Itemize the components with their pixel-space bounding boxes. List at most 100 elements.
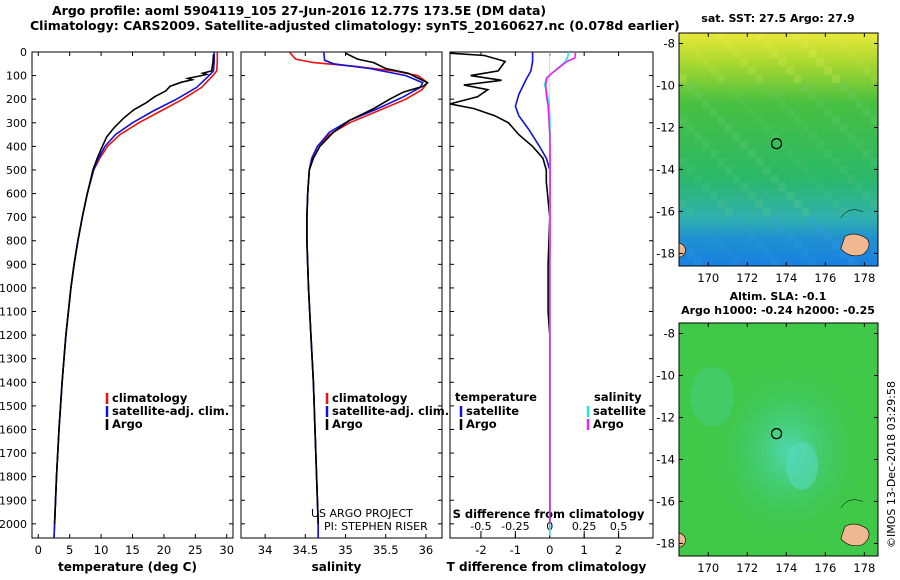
x-tick-label: -2 [475,543,486,557]
lat-tick-label: -10 [656,78,675,92]
x-tick-label: 34 [258,543,273,557]
sst-pixel [717,116,725,125]
sst-pixel [686,207,695,217]
sst-pixel [770,216,779,225]
plot-frame [31,51,234,539]
sst-pixel [747,66,756,75]
sst-pixel [701,141,710,150]
lat-tick-label: -8 [664,36,675,50]
sst-pixel [755,74,764,83]
sst-pixel [832,116,840,125]
sst-pixel [809,91,817,100]
sst-pixel [770,132,779,142]
sst-pixel [870,199,878,208]
x-tick-label: 10 [94,543,109,557]
sst-pixel [855,99,863,108]
temp-legend-label-2: Argo [112,417,143,431]
sst-pixel [755,199,764,208]
sst-pixel [732,174,741,183]
s-diff-tick-label: 0.25 [572,520,597,533]
float-position-marker [770,137,783,150]
depth-tick-label: 200 [6,93,27,106]
temp-legend-label-1: satellite-adj. clim. [112,404,229,418]
sst-pixel [679,33,687,42]
sst-pixel [740,57,748,67]
figure-title-line1: Argo profile: aoml 5904119_105 27-Jun-20… [52,3,547,18]
sst-field [679,33,878,266]
sst-map: 170 172 174 176 178 -8 -10 -12 -14 -16 -18 [656,32,879,285]
sst-pixel [855,224,863,233]
sst-pixel [717,157,725,167]
sst-pixel [717,241,725,250]
depth-tick-label: 500 [6,164,27,177]
depth-tick-label: 400 [6,140,27,153]
sst-pixel [847,257,856,266]
lat-tick-label: -14 [656,162,675,176]
temp-legend-label-0: climatology [112,391,188,405]
sst-pixel [847,49,856,58]
x-tick-label: -1 [510,543,521,557]
depth-tick-label: 1800 [0,471,27,484]
sst-pixel [724,41,733,50]
x-axis-title: salinity [312,560,362,574]
s-diff-axis-title: S difference from climatology [453,507,645,521]
depth-tick-label: 1600 [0,423,27,436]
sst-pixel [701,224,710,233]
sst-pixel [801,249,810,258]
sst-pixel [855,141,863,150]
lat-tick-label: -12 [656,410,675,424]
sst-pixel [778,99,787,108]
depth-tick-label: 700 [6,211,27,224]
x-tick-label: 1 [581,543,588,557]
sst-pixel [686,166,695,175]
sst-pixel [701,99,710,108]
sst-pixel [740,224,748,233]
sst-pixel [862,191,871,200]
sst-pixel [694,91,702,100]
sst-pixel [732,91,741,100]
depth-tick-label: 900 [6,258,27,271]
sal-legend-label-1: satellite-adj. clim. [332,404,449,418]
sst-pixel [847,174,856,183]
depth-tick-label: 1700 [0,447,27,460]
sst-pixel [839,249,848,258]
sst-pixel [870,241,878,250]
sst-pixel [801,82,810,92]
sst-pixel [763,82,771,92]
sst-pixel [770,91,779,100]
profile-panel-2: -2 -1 0 1 2-0.5 -0.25 0 0.25 0.5S difference fro… [447,51,654,574]
sst-pixel [709,66,718,75]
depth-tick-label: 2000 [0,518,27,531]
map-frame [678,322,879,557]
sst-pixel [786,232,794,242]
sst-pixel [709,232,718,242]
sst-pixel [801,166,810,175]
sst-pixel [763,207,771,217]
sst-pixel [724,249,733,258]
lon-tick-label: 178 [853,271,875,285]
sst-pixel [694,49,702,58]
lon-tick-label: 176 [814,561,836,575]
lon-tick-label: 174 [775,561,797,575]
sst-pixel [701,182,710,192]
sst-pixel [747,191,756,200]
lat-tick-label: -8 [664,326,675,340]
depth-tick-label: 0 [20,46,27,59]
sst-pixel [801,207,810,217]
diff-sal-legend-label-1: Argo [593,417,624,431]
sst-pixel [824,191,833,200]
sst-pixel [686,82,695,92]
sst-map-title: sat. SST: 27.5 Argo: 27.9 [701,12,855,25]
sst-pixel [732,216,741,225]
sst-pixel [793,74,802,83]
sst-pixel [763,249,771,258]
sst-pixel [793,157,802,167]
sst-pixel [786,107,794,117]
sst-pixel [870,157,878,167]
sst-pixel [793,33,802,42]
sst-pixel [809,216,817,225]
x-tick-label: 5 [66,543,73,557]
map-frame [678,32,879,267]
